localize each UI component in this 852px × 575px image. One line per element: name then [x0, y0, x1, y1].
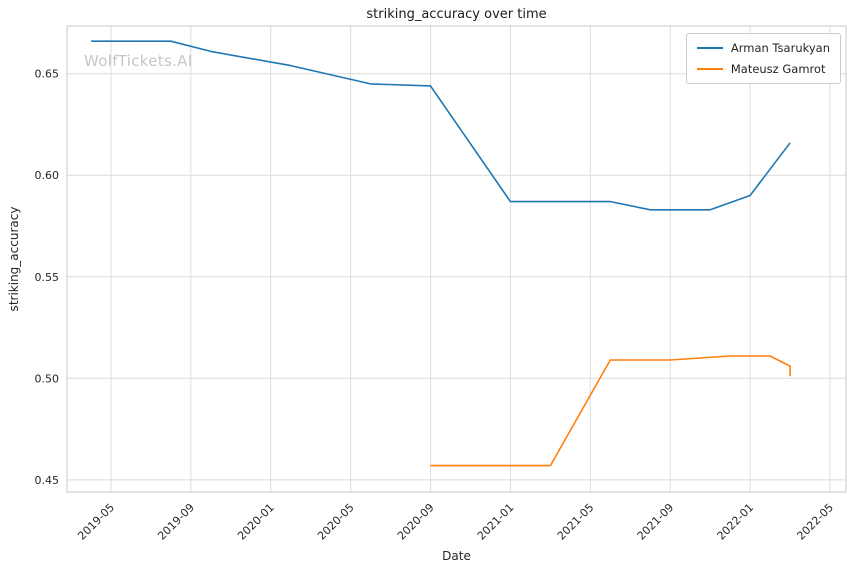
x-tick-label: 2022-01 [715, 501, 757, 543]
y-tick-label: 0.60 [35, 169, 60, 182]
y-tick-label: 0.45 [35, 474, 60, 487]
series-line-arman-tsarukyan [91, 40, 791, 211]
legend-item-arman-tsarukyan: Arman Tsarukyan [696, 41, 830, 55]
plot-border [66, 25, 847, 493]
legend-line-swatch-orange [696, 68, 723, 70]
x-tick-label: 2020-05 [315, 501, 357, 543]
series-line-mateusz-gamrot [430, 355, 791, 467]
x-tick-label: 2020-01 [235, 501, 277, 543]
x-tick-label: 2021-09 [635, 501, 677, 543]
x-tick-label: 2022-05 [794, 501, 836, 543]
y-tick-label: 0.50 [35, 372, 60, 385]
legend-line-swatch-blue [696, 47, 723, 49]
legend-label: Arman Tsarukyan [730, 41, 830, 55]
watermark-text: WolfTickets.AI [84, 52, 193, 70]
legend-item-mateusz-gamrot: Mateusz Gamrot [696, 62, 830, 76]
y-axis-label: striking_accuracy [7, 206, 21, 312]
x-axis-label: Date [442, 549, 471, 563]
legend-label: Mateusz Gamrot [730, 62, 826, 76]
x-tick-label: 2020-09 [395, 501, 437, 543]
legend: Arman Tsarukyan Mateusz Gamrot [685, 33, 841, 84]
x-tick-label: 2019-09 [155, 501, 197, 543]
chart-title: striking_accuracy over time [366, 7, 547, 22]
y-tick-label: 0.65 [35, 68, 60, 81]
y-tick-label: 0.55 [35, 271, 60, 284]
x-tick-label: 2021-05 [555, 501, 597, 543]
x-tick-label: 2021-01 [475, 501, 517, 543]
x-tick-label: 2019-05 [75, 501, 117, 543]
